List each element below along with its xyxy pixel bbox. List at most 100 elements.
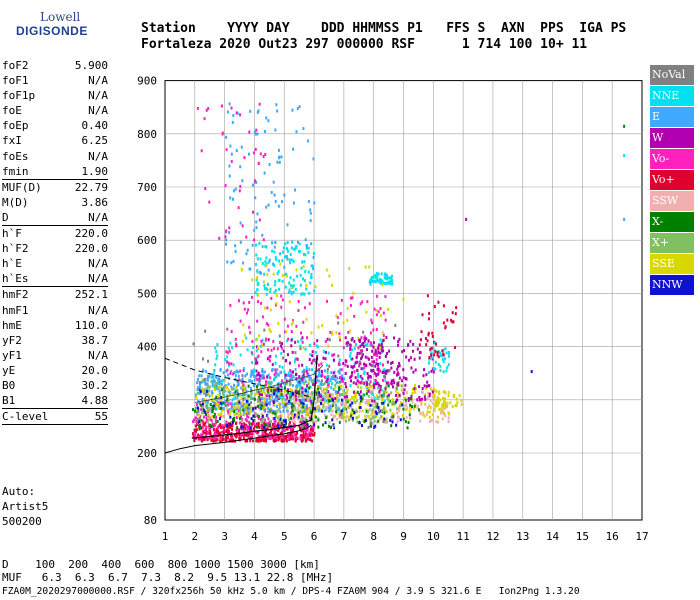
echo-point: [226, 398, 229, 402]
echo-point: [348, 376, 351, 380]
echo-point: [300, 392, 303, 396]
echo-point: [241, 339, 244, 343]
echo-point: [266, 401, 269, 405]
echo-point: [266, 433, 269, 437]
echo-point: [250, 396, 253, 400]
echo-point: [228, 413, 231, 417]
echo-point: [301, 438, 304, 442]
echo-point: [261, 414, 264, 418]
param-name: h`E: [2, 257, 22, 271]
echo-point: [267, 421, 270, 425]
echo-point: [276, 386, 279, 390]
echo-point: [441, 417, 444, 421]
echo-point: [365, 337, 368, 341]
x-tick-label: 16: [606, 530, 619, 543]
echo-point: [314, 401, 317, 405]
x-tick-label: 14: [546, 530, 560, 543]
echo-point: [288, 438, 291, 442]
echo-point: [302, 127, 305, 131]
echo-point: [247, 436, 250, 440]
echo-point: [288, 421, 291, 425]
echo-point: [292, 259, 295, 263]
echo-point: [379, 278, 382, 282]
echo-point: [304, 408, 307, 412]
echo-point: [209, 402, 212, 406]
echo-point: [228, 423, 231, 427]
echo-point: [293, 247, 296, 251]
echo-point: [260, 412, 263, 416]
echo-point: [252, 422, 255, 426]
echo-point: [347, 418, 350, 422]
echo-point: [260, 301, 263, 305]
echo-point: [196, 387, 199, 391]
echo-point: [392, 336, 395, 340]
echo-point: [239, 240, 242, 244]
echo-point: [286, 353, 289, 357]
echo-point: [298, 380, 301, 384]
echo-point: [311, 264, 314, 268]
echo-point: [255, 349, 258, 353]
echo-point: [202, 402, 205, 406]
echo-point: [221, 131, 224, 135]
echo-point: [254, 196, 257, 200]
echo-point: [312, 397, 315, 401]
echo-point: [369, 282, 372, 286]
echo-point: [243, 156, 246, 160]
echo-point: [390, 424, 393, 428]
echo-point: [277, 148, 280, 152]
legend-item: SSW: [650, 191, 694, 211]
echo-point: [348, 343, 351, 347]
echo-point: [232, 372, 235, 376]
echo-point: [444, 325, 447, 329]
echo-point: [347, 341, 350, 345]
echo-point: [209, 418, 212, 422]
echo-point: [248, 407, 251, 411]
echo-point: [317, 416, 320, 420]
echo-point: [274, 128, 277, 132]
echo-point: [235, 385, 238, 389]
echo-point: [349, 403, 352, 407]
echo-point: [278, 421, 281, 425]
echo-point: [366, 399, 369, 403]
echo-point: [208, 374, 211, 378]
echo-point: [231, 427, 234, 431]
echo-point: [346, 400, 349, 404]
echo-point: [352, 365, 355, 369]
echo-point: [200, 374, 203, 378]
echo-point: [240, 386, 243, 390]
echo-point: [274, 375, 277, 379]
echo-point: [404, 420, 407, 424]
echo-point: [301, 426, 304, 430]
echo-point: [221, 438, 224, 442]
echo-point: [273, 250, 276, 254]
param-value: 1.90: [81, 164, 109, 178]
echo-point: [250, 372, 253, 376]
echo-point: [271, 363, 274, 367]
echo-point: [358, 421, 361, 425]
echo-point: [218, 389, 221, 393]
echo-point: [354, 391, 357, 395]
echo-point: [273, 283, 276, 287]
echo-point: [246, 348, 249, 352]
param-row: B1 4.88: [2, 393, 108, 408]
echo-point: [327, 392, 330, 396]
echo-point: [377, 372, 380, 376]
echo-point: [348, 329, 351, 333]
echo-point: [335, 381, 338, 385]
echo-point: [288, 380, 291, 384]
echo-point: [260, 388, 263, 392]
echo-point: [261, 370, 264, 374]
echo-point: [284, 358, 287, 362]
echo-point: [371, 364, 374, 368]
echo-point: [248, 300, 251, 304]
echo-point: [382, 395, 385, 399]
echo-point: [344, 363, 347, 367]
echo-point: [231, 402, 234, 406]
echo-point: [212, 380, 215, 384]
echo-point: [367, 357, 370, 361]
echo-point: [211, 414, 214, 418]
echo-point: [284, 255, 287, 259]
echo-point: [291, 419, 294, 423]
echo-point: [211, 424, 214, 428]
legend-item: X-: [650, 212, 694, 232]
